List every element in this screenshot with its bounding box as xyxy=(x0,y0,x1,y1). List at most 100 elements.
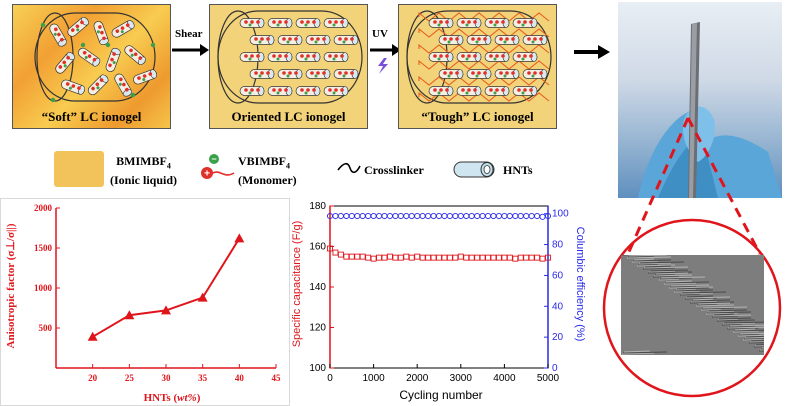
ionogel-film-photo xyxy=(618,2,782,198)
monomer-subscript: 4 xyxy=(286,161,290,171)
sem-streak xyxy=(681,291,727,294)
sem-streak xyxy=(729,324,764,327)
chart2-efficiency-point xyxy=(397,212,404,220)
sem-streak xyxy=(637,263,659,266)
chart2-efficiency-point xyxy=(490,212,497,220)
chart2-capacitance-point xyxy=(479,254,486,261)
shear-arrow xyxy=(172,44,209,56)
chart2-plot-frame xyxy=(329,205,549,369)
chart2-efficiency-point xyxy=(512,212,519,220)
chart2-capacitance-point xyxy=(425,254,432,261)
sem-streak xyxy=(652,275,680,278)
sem-streak xyxy=(702,306,748,309)
chart2-left-tick-label: 100 xyxy=(309,363,326,374)
chart2-right-y-axis-label: Columbic efficiency (%) xyxy=(574,227,586,342)
sem-streak xyxy=(739,332,764,335)
sem-streak xyxy=(727,326,764,329)
sem-streak xyxy=(636,264,676,267)
chart1-y-tick-label: 1000 xyxy=(34,283,53,293)
chart2-efficiency-point xyxy=(523,212,530,220)
hnt-particle xyxy=(522,69,548,79)
chart2-capacitance-point xyxy=(430,254,437,261)
hnt-particle xyxy=(267,52,293,62)
to-photo-arrow xyxy=(574,45,610,59)
soft-ionogel-panel: “Soft” LC ionogel xyxy=(12,4,171,129)
chart2-efficiency-point xyxy=(435,212,443,220)
chart2-efficiency-point xyxy=(386,212,393,220)
chart2-capacitance-point xyxy=(441,254,448,261)
sem-streak xyxy=(669,285,697,288)
monomer-legend: VBIMBF4 (Monomer) xyxy=(238,154,297,187)
hnt-particle xyxy=(333,35,359,45)
chart2-capacitance-point xyxy=(419,254,426,261)
chart1-data-point xyxy=(161,305,171,315)
chart1-series-line xyxy=(92,237,241,338)
ionic-liquid-subscript: 4 xyxy=(166,161,171,171)
hnt-particle xyxy=(78,47,101,67)
chart2-efficiency-point xyxy=(408,212,415,220)
chart2-efficiency-point xyxy=(463,212,470,220)
chart2-efficiency-point xyxy=(332,212,339,220)
chart2-capacitance-point xyxy=(359,253,366,260)
sem-streak xyxy=(648,270,676,273)
sem-streak xyxy=(644,265,672,268)
chart2-capacitance-point xyxy=(474,254,481,261)
chart1-frame xyxy=(0,198,290,406)
monomer-dot xyxy=(80,42,86,48)
hnt-particle xyxy=(61,79,85,95)
sem-streak xyxy=(659,277,693,280)
sem-streak xyxy=(633,258,655,261)
hnt-particle xyxy=(305,69,331,79)
crosslinker-icon xyxy=(337,162,361,174)
polymer-chain xyxy=(418,27,550,38)
hnt-particle xyxy=(512,86,538,96)
sem-streak xyxy=(748,342,764,344)
hnt-particle xyxy=(456,86,482,96)
chart2-efficiency-point xyxy=(337,212,344,220)
chart2-x-tick-label: 1000 xyxy=(362,373,385,384)
chart1-y-tick-label: 1500 xyxy=(34,243,53,253)
chart2-capacitance-point xyxy=(436,254,442,261)
sem-streak xyxy=(728,325,756,328)
chart2-right-tick-label: 20 xyxy=(552,332,564,343)
chart2-capacitance-point xyxy=(485,254,492,261)
sem-streak xyxy=(722,322,756,325)
chart1-y-tick-label: 2000 xyxy=(34,203,53,213)
chart2-efficiency-point xyxy=(348,212,355,220)
chart2-capacitance-point xyxy=(337,251,344,258)
chart2-efficiency-point xyxy=(392,212,399,220)
hnt-particle xyxy=(323,52,349,62)
chart2-capacitance-point xyxy=(414,253,421,260)
chart2-x-tick-label: 2000 xyxy=(406,373,429,384)
sem-streak xyxy=(632,259,672,262)
sem-streak xyxy=(668,286,714,289)
uv-label: UV xyxy=(372,28,388,40)
chart1-data-point xyxy=(87,331,98,341)
sem-micrograph xyxy=(621,255,764,355)
chart2-capacitance-point xyxy=(539,255,546,262)
sem-streak xyxy=(755,344,764,346)
chart2-capacitance-point xyxy=(506,254,513,261)
chart1-data-point xyxy=(124,310,135,320)
chart2-left-tick-label: 120 xyxy=(309,323,326,334)
sem-streak xyxy=(692,298,714,301)
zoom-circle xyxy=(602,218,782,398)
hnt-particle xyxy=(93,21,109,45)
monomer-dot xyxy=(150,42,156,48)
hnt-particle xyxy=(323,86,349,96)
chart2-x-tick-label: 5000 xyxy=(537,373,560,384)
chart2-efficiency-point xyxy=(441,212,448,220)
chart2-capacitance-point xyxy=(386,253,393,260)
chart2-capacitance-point xyxy=(501,254,508,261)
tough-ionogel-panel: “Tough” LC ionogel xyxy=(398,4,557,129)
hnt-particle xyxy=(456,52,482,62)
sem-streak xyxy=(759,349,764,351)
chart2-capacitance-point xyxy=(446,254,453,261)
oriented-ionogel-panel: Oriented LC ionogel xyxy=(209,4,368,129)
monomer-dot xyxy=(40,22,46,28)
oriented-ionogel-label: Oriented LC ionogel xyxy=(231,109,346,124)
sem-streak xyxy=(679,293,701,296)
chart2-capacitance-point xyxy=(490,254,497,261)
tough-ionogel-label: “Tough” LC ionogel xyxy=(421,109,534,124)
chart2-left-tick-label: 140 xyxy=(309,282,326,293)
